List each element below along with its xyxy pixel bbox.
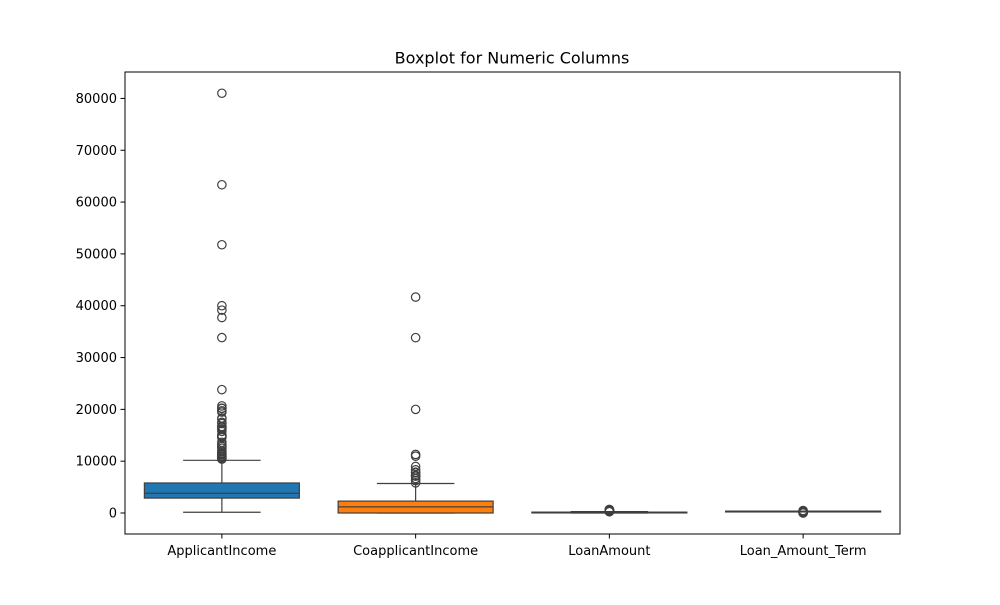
x-tick-label: LoanAmount	[568, 544, 650, 559]
outlier-point	[217, 332, 227, 343]
box-group-loan-amount-term: Loan_Amount_Term	[725, 505, 882, 559]
x-tick-label: ApplicantIncome	[167, 544, 276, 559]
box-group-coapplicantincome: CoapplicantIncome	[337, 292, 494, 559]
y-tick-label: 0	[109, 507, 117, 522]
outlier-point	[217, 312, 227, 323]
chart-title: Boxplot for Numeric Columns	[395, 49, 630, 68]
outlier-point	[217, 179, 227, 190]
y-tick-label: 10000	[76, 455, 117, 470]
plot-area: 0 10000 20000 30000 40000 50000 60000 70000 8000…	[76, 71, 901, 559]
outlier-point	[798, 505, 808, 516]
outlier-point	[217, 88, 227, 99]
y-tick-label: 40000	[76, 299, 117, 314]
box-group-applicantincome: ApplicantIncome	[143, 88, 300, 559]
outlier-point	[410, 465, 421, 475]
outlier-point	[217, 437, 227, 448]
outlier-point	[217, 305, 227, 315]
y-tick-label: 50000	[76, 247, 117, 262]
outlier-point	[410, 467, 421, 478]
outlier-point	[410, 332, 421, 343]
outlier-point	[604, 504, 615, 515]
outlier-point	[217, 417, 227, 428]
outlier-point	[410, 449, 421, 460]
outlier-point	[410, 292, 421, 302]
y-tick-label: 30000	[76, 351, 117, 366]
plot-frame	[124, 71, 901, 535]
y-tick-label: 20000	[76, 403, 117, 418]
outlier-point	[410, 461, 421, 472]
y-tick-label: 70000	[76, 144, 117, 159]
outlier-point	[217, 384, 227, 395]
box-group-loanamount: LoanAmount	[531, 504, 688, 559]
outlier-point	[217, 413, 227, 423]
y-tick-label: 80000	[76, 92, 117, 107]
outlier-point	[217, 239, 227, 250]
x-tick-label: CoapplicantIncome	[353, 544, 478, 559]
outlier-point	[217, 401, 227, 411]
x-tick-label: Loan_Amount_Term	[740, 544, 867, 559]
box-body	[143, 482, 300, 499]
outlier-point	[410, 404, 421, 415]
outlier-point	[217, 300, 227, 311]
y-tick-label: 60000	[76, 196, 117, 211]
y-axis: 0 10000 20000 30000 40000 50000 60000 70000 8000…	[76, 92, 125, 522]
